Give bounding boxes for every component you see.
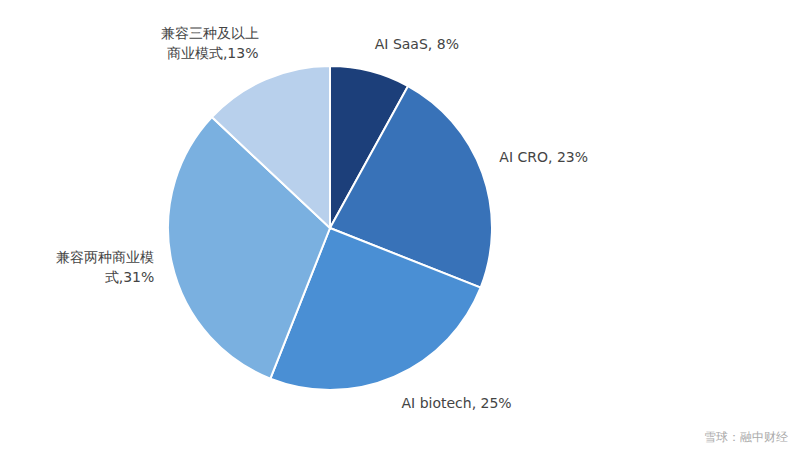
background bbox=[0, 0, 800, 455]
slices bbox=[168, 66, 492, 390]
labels: AI SaaS, 8% AI CRO, 23% AI biotech, 25% 兼容两… bbox=[56, 25, 588, 411]
watermark: 雪球：融中财经 bbox=[704, 430, 788, 444]
chart-container: AI SaaS, 8% AI CRO, 23% AI biotech, 25% 兼容两… bbox=[0, 0, 800, 455]
slice-label: 兼容三种及以上商业模式,13% bbox=[161, 25, 259, 61]
slice-label: AI SaaS, 8% bbox=[375, 36, 459, 52]
slice-label: AI biotech, 25% bbox=[401, 395, 511, 411]
slice-label: 兼容两种商业模式,31% bbox=[56, 249, 154, 285]
pie-slice bbox=[212, 66, 330, 228]
chart: AI SaaS, 8% AI CRO, 23% AI biotech, 25% 兼容两… bbox=[0, 0, 800, 455]
slice-label: AI CRO, 23% bbox=[499, 149, 588, 165]
